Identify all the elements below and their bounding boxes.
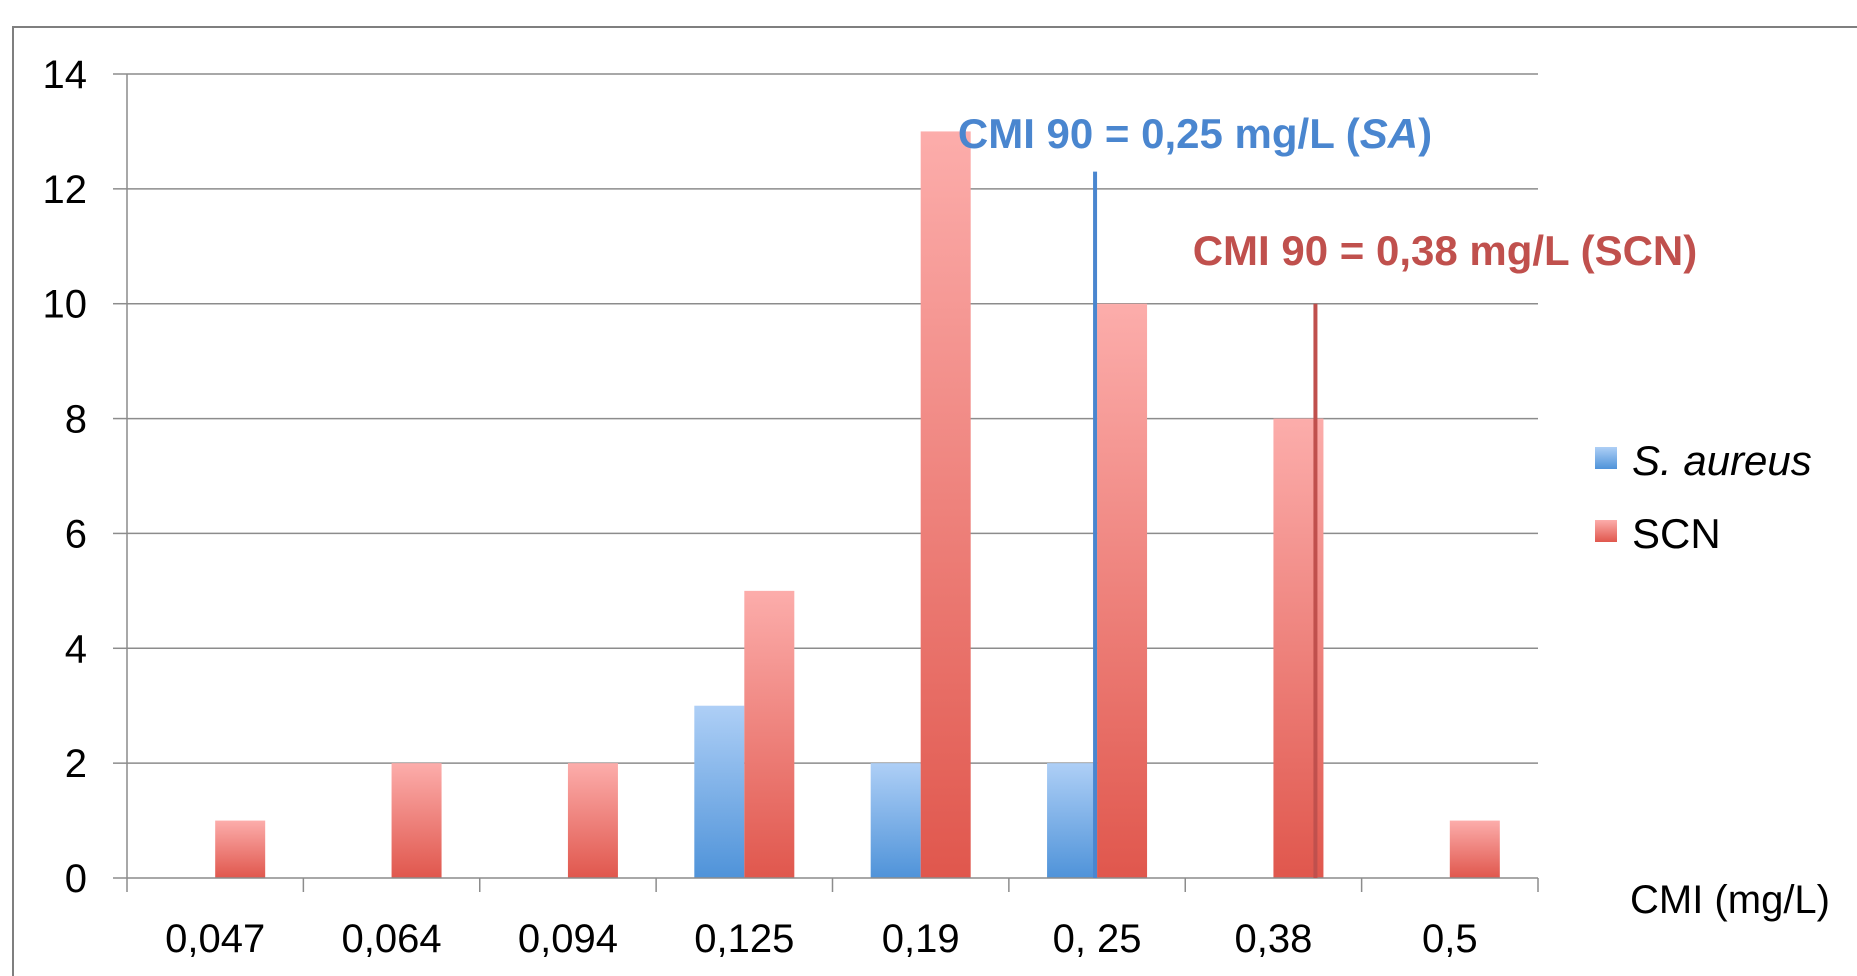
y-tick-label: 14 [43, 53, 88, 97]
bar-scn [744, 590, 795, 878]
y-tick-label: 12 [43, 168, 88, 212]
bar-scn [567, 763, 618, 878]
bar-scn [1097, 303, 1148, 878]
legend-swatch [1595, 447, 1617, 469]
bars [215, 131, 1500, 878]
y-tick-label: 8 [65, 398, 87, 442]
bar-saureus [694, 705, 745, 878]
legend-swatch [1595, 520, 1617, 542]
y-tick-label: 4 [65, 627, 87, 671]
x-tick-label: 0,125 [694, 917, 794, 961]
cmi90-label: CMI 90 = 0,25 mg/L (SA) [958, 110, 1432, 157]
legend-label: SCN [1632, 510, 1721, 557]
cmi90-label: CMI 90 = 0,38 mg/L (SCN) [1193, 227, 1698, 274]
axes: 0 2 4 6 8 10 12 14 0,047 0,064 0,094 0,125 0,19 0, 25… [43, 53, 1831, 961]
bar-scn [391, 763, 442, 878]
bar-scn [215, 820, 266, 878]
x-tick-label: 0,094 [518, 917, 618, 961]
y-tick-label: 2 [65, 742, 87, 786]
bar-scn [920, 131, 971, 878]
x-axis-label: CMI (mg/L) [1630, 878, 1830, 922]
annotations: CMI 90 = 0,25 mg/L (SA) CMI 90 = 0,38 mg/… [958, 110, 1697, 878]
cmi90-label-emphasis: SA [1360, 110, 1418, 157]
x-tick-label: 0,5 [1422, 917, 1478, 961]
y-tick-label: 10 [43, 283, 88, 327]
gridlines [127, 73, 1538, 764]
bar-saureus [870, 763, 921, 878]
legend-label: S. aureus [1632, 437, 1812, 484]
x-tick-label: 0,047 [165, 917, 265, 961]
x-tick-label: 0,38 [1235, 917, 1313, 961]
bar-scn [1449, 820, 1500, 878]
bar-saureus [1047, 763, 1098, 878]
x-tick-label: 0,064 [342, 917, 442, 961]
cmi90-label-text: ) [1418, 110, 1432, 157]
chart-frame [12, 26, 1857, 976]
y-tick-label: 0 [65, 857, 87, 901]
x-tick-label: 0, 25 [1053, 917, 1142, 961]
y-tick-label: 6 [65, 512, 87, 556]
cmi90-label-text: CMI 90 = 0,38 mg/L (SCN) [1193, 227, 1698, 274]
cmi90-label-text: CMI 90 = 0,25 mg/L ( [958, 110, 1360, 157]
legend: S. aureus SCN [1595, 437, 1812, 557]
x-tick-label: 0,19 [882, 917, 960, 961]
